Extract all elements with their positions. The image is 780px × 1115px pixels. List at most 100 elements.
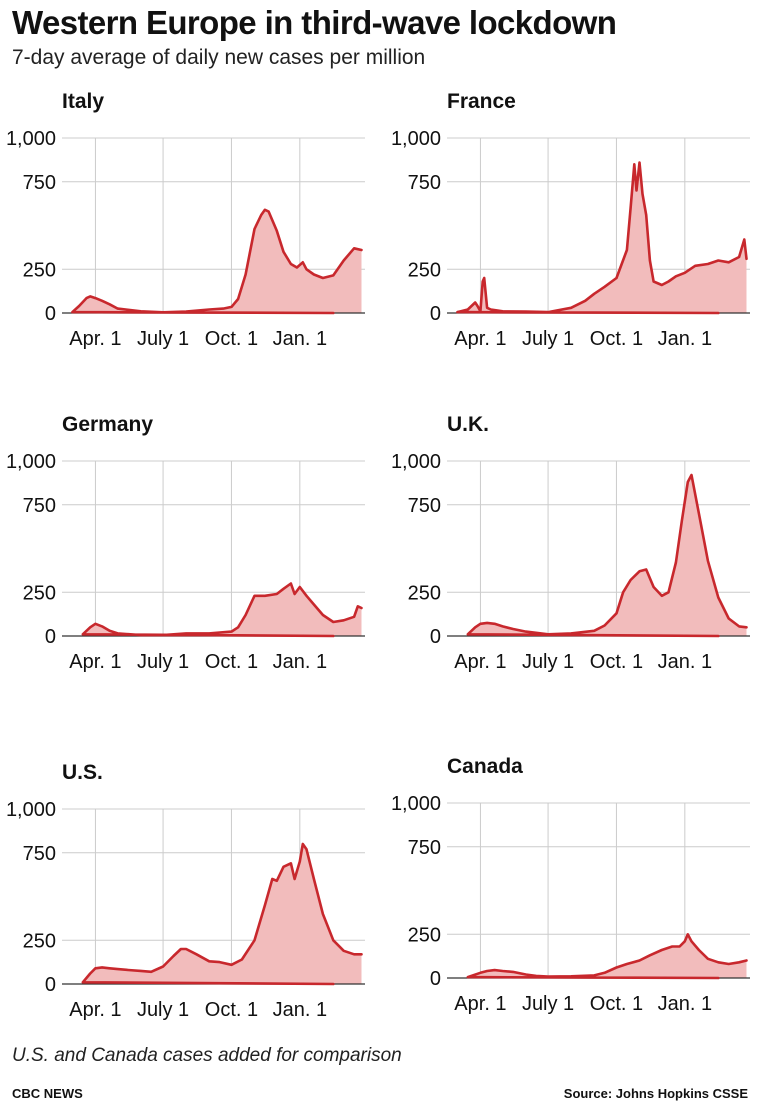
data-point	[332, 621, 334, 623]
data-point	[690, 474, 693, 476]
data-point	[140, 310, 142, 312]
x-tick-label: July 1	[137, 651, 189, 673]
data-point	[738, 256, 740, 258]
data-point	[667, 280, 670, 283]
data-point	[332, 312, 334, 314]
data-point	[85, 297, 88, 299]
data-point	[483, 277, 485, 279]
data-point	[230, 306, 233, 308]
chart-subtitle: 7-day average of daily new cases per mil…	[12, 46, 426, 69]
data-point	[353, 247, 355, 249]
data-point	[332, 983, 334, 985]
y-tick-label: 750	[408, 172, 441, 194]
data-point	[71, 311, 73, 313]
data-point	[332, 274, 334, 276]
data-point	[322, 277, 324, 279]
data-point	[482, 280, 484, 283]
y-tick-label: 0	[45, 974, 56, 996]
data-point	[282, 866, 285, 868]
data-point	[745, 959, 748, 962]
x-tick-label: July 1	[137, 328, 189, 350]
data-point	[290, 582, 292, 585]
data-point	[671, 945, 673, 948]
source: Source: Johns Hopkins CSSE	[563, 1086, 748, 1101]
panel-title: U.S.	[62, 761, 103, 784]
data-point	[486, 622, 488, 624]
y-tick-label: 250	[23, 259, 56, 281]
data-point	[296, 266, 298, 269]
data-point	[604, 972, 606, 974]
data-point	[162, 634, 164, 636]
data-point	[150, 971, 152, 973]
data-point	[626, 249, 628, 251]
data-point	[360, 607, 363, 609]
data-point	[502, 310, 504, 312]
credit: CBC NEWS	[12, 1086, 83, 1101]
data-point	[479, 310, 481, 312]
data-point	[117, 308, 119, 310]
data-point	[490, 308, 492, 311]
y-tick-label: 0	[45, 626, 56, 648]
y-tick-label: 250	[408, 582, 441, 604]
x-tick-label: Apr. 1	[69, 651, 121, 673]
series-area	[467, 934, 747, 978]
data-point	[195, 953, 198, 955]
data-point	[343, 259, 345, 262]
data-point	[282, 588, 285, 590]
data-point	[745, 258, 748, 260]
data-point	[615, 277, 618, 279]
data-point	[264, 595, 266, 597]
y-tick-label: 0	[430, 626, 441, 648]
data-point	[305, 268, 308, 270]
data-point	[208, 308, 210, 311]
data-point	[486, 307, 488, 309]
data-point	[271, 878, 273, 880]
data-point	[94, 967, 96, 969]
data-point	[140, 634, 142, 636]
data-point	[502, 625, 504, 627]
chart-germany: 0 250 750 1,000 Apr. 1 July 1 Oct. 1 Jan. 1	[6, 451, 365, 673]
data-point	[687, 933, 689, 935]
x-tick-label: Jan. 1	[658, 651, 712, 673]
data-point	[502, 970, 504, 972]
panel-us: U.S. 0 250 750 1,000 Apr. 1 July 1 Oct. 1 Jan. …	[0, 756, 390, 1056]
data-point	[593, 630, 595, 632]
data-point	[743, 238, 745, 241]
x-tick-label: Oct. 1	[590, 328, 643, 350]
chart-uk: 0 250 750 1,000 Apr. 1 July 1 Oct. 1 Jan. 1	[391, 451, 750, 673]
data-point	[290, 263, 292, 265]
data-point	[593, 293, 595, 295]
data-point	[302, 843, 304, 845]
data-point	[332, 939, 334, 941]
x-tick-label: Apr. 1	[69, 328, 121, 350]
panel-title: Italy	[62, 90, 105, 113]
data-point	[728, 261, 730, 263]
data-point	[661, 595, 663, 597]
data-point	[219, 961, 221, 963]
data-point	[313, 878, 315, 880]
y-tick-label: 250	[23, 582, 56, 604]
data-point	[353, 953, 355, 955]
x-tick-label: July 1	[137, 999, 189, 1021]
data-point	[208, 632, 210, 634]
data-point	[313, 273, 315, 276]
data-point	[615, 612, 618, 614]
series-area	[457, 162, 747, 313]
data-point	[78, 305, 80, 307]
data-point	[728, 963, 730, 965]
x-tick-label: Jan. 1	[658, 993, 712, 1015]
data-point	[237, 626, 239, 628]
data-point	[675, 275, 677, 277]
data-point	[467, 308, 469, 311]
data-point	[684, 940, 686, 942]
data-point	[675, 561, 677, 564]
data-point	[162, 311, 164, 313]
data-point	[707, 560, 709, 562]
data-point	[717, 259, 719, 262]
data-point	[698, 949, 700, 951]
data-point	[185, 632, 187, 634]
data-point	[687, 481, 689, 483]
data-point	[479, 623, 481, 625]
data-point	[313, 603, 315, 606]
data-point	[360, 249, 363, 251]
